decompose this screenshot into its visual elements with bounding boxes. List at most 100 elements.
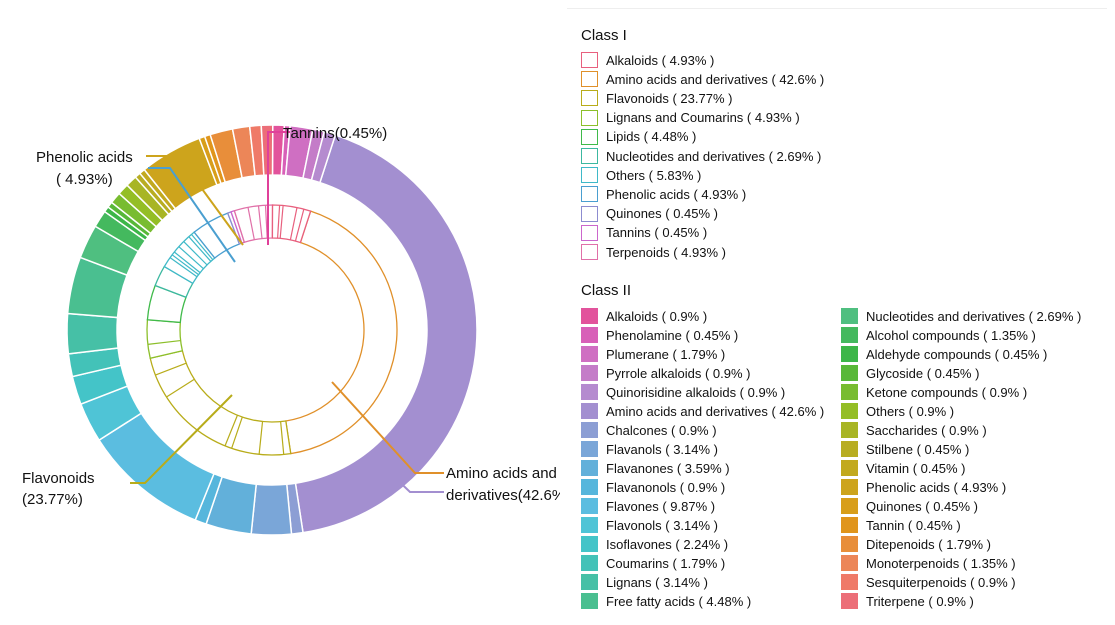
inner-ring-subdivision <box>171 254 199 276</box>
inner-ring-subdivision <box>191 234 214 261</box>
legend-label: Amino acids and derivatives ( 42.6% ) <box>606 403 825 419</box>
class-i-legend-title: Class I <box>581 27 627 44</box>
class-ii-legend-item: Alcohol compounds ( 1.35% ) <box>841 326 1036 344</box>
inner-ring-subdivision <box>173 251 201 274</box>
inner-ring-subdivision <box>264 205 268 239</box>
legend-label: Nucleotides and derivatives ( 2.69% ) <box>866 308 1082 324</box>
inner-ring-subdivision <box>279 205 284 239</box>
phenolic-acids-callout-line-1: Phenolic acids <box>36 149 133 166</box>
class-ii-legend-item: Flavanones ( 3.59% ) <box>581 459 730 477</box>
legend-label: Free fatty acids ( 4.48% ) <box>606 593 752 609</box>
legend-swatch <box>581 574 598 590</box>
legend-swatch <box>581 186 598 203</box>
legend-swatch <box>581 244 598 260</box>
inner-ring-subdivision <box>183 241 208 266</box>
class-i-legend-item: Others ( 5.83% ) <box>581 166 701 184</box>
legend-label: Saccharides ( 0.9% ) <box>866 422 987 438</box>
class-ii-legend-item: Lignans ( 3.14% ) <box>581 573 708 591</box>
legend-swatch <box>581 422 598 438</box>
class-i-legend-item: Terpenoids ( 4.93% ) <box>581 243 726 261</box>
class-i-legend-item: Flavonoids ( 23.77% ) <box>581 89 732 107</box>
class-ii-legend-item: Ketone compounds ( 0.9% ) <box>841 383 1027 401</box>
class-ii-legend-item: Free fatty acids ( 4.48% ) <box>581 592 751 610</box>
tannins-callout-line-1: Tannins(0.45%) <box>283 125 387 142</box>
inner-ring-slice-lignans-and-coumarins <box>146 319 184 359</box>
class-ii-legend-item: Monoterpenoids ( 1.35% ) <box>841 554 1016 572</box>
legend-label: Pyrrole alkaloids ( 0.9% ) <box>606 365 751 381</box>
legend-label: Phenolic acids ( 4.93% ) <box>866 479 1007 495</box>
legend-swatch <box>581 555 598 571</box>
legend-swatch <box>581 167 598 184</box>
legend-label: Aldehyde compounds ( 0.45% ) <box>866 346 1048 362</box>
class-ii-legend-item: Ditepenoids ( 1.79% ) <box>841 535 991 553</box>
legend-label: Plumerane ( 1.79% ) <box>606 346 726 362</box>
legend-swatch <box>841 308 858 324</box>
legend-label: Flavanones ( 3.59% ) <box>606 460 730 476</box>
inner-ring-subdivision <box>231 416 243 449</box>
legend-swatch <box>841 460 858 476</box>
legend-swatch <box>841 422 858 438</box>
legend-swatch <box>841 403 858 419</box>
class-ii-legend-item: Glycoside ( 0.45% ) <box>841 364 979 382</box>
legend-label: Tannins ( 0.45% ) <box>606 225 708 241</box>
class-ii-legend-item: Others ( 0.9% ) <box>841 402 954 420</box>
class-ii-legend-item: Aldehyde compounds ( 0.45% ) <box>841 345 1047 363</box>
legend-label: Sesquiterpenoids ( 0.9% ) <box>866 574 1016 590</box>
legend-swatch <box>841 327 858 343</box>
legend-swatch <box>581 498 598 514</box>
class-ii-legend-item: Vitamin ( 0.45% ) <box>841 459 965 477</box>
class-ii-legend-item: Pyrrole alkaloids ( 0.9% ) <box>581 364 751 382</box>
class-ii-legend-item: Plumerane ( 1.79% ) <box>581 345 725 363</box>
inner-ring-subdivision <box>258 421 264 455</box>
class-ii-legend-item: Triterpene ( 0.9% ) <box>841 592 974 610</box>
inner-ring-subdivision <box>247 207 255 240</box>
legend-label: Triterpene ( 0.9% ) <box>866 593 974 609</box>
legend-swatch <box>581 365 598 381</box>
legend-swatch <box>581 224 598 241</box>
inner-ring-subdivision <box>178 246 204 270</box>
legend-swatch <box>581 441 598 457</box>
legend-swatch <box>581 460 598 476</box>
callouts: Tannins(0.45%) Phenolic acids ( 4.93%) F… <box>22 125 560 508</box>
legend-swatch <box>841 574 858 590</box>
legend-swatch <box>581 536 598 552</box>
sunburst-chart: Tannins(0.45%) Phenolic acids ( 4.93%) F… <box>22 124 560 536</box>
legend-swatch <box>841 517 858 533</box>
outer-ring <box>66 124 478 536</box>
amino-acids-leader-line-2 <box>384 467 444 493</box>
class-ii-legend-item: Phenolic acids ( 4.93% ) <box>841 478 1006 496</box>
legend-swatch <box>841 384 858 400</box>
class-i-legend-item: Lipids ( 4.48% ) <box>581 128 696 146</box>
class-i-legend-item: Phenolic acids ( 4.93% ) <box>581 185 746 203</box>
legend-label: Amino acids and derivatives ( 42.6% ) <box>606 71 825 87</box>
legend-label: Terpenoids ( 4.93% ) <box>606 244 726 260</box>
class-ii-legend-item: Quinones ( 0.45% ) <box>841 497 978 515</box>
flavonoids-callout-line-1: Flavonoids <box>22 470 95 487</box>
legend-label: Lipids ( 4.48% ) <box>606 129 697 145</box>
class-ii-legend-item: Flavones ( 9.87% ) <box>581 497 715 515</box>
class-i-legend-item: Lignans and Coumarins ( 4.93% ) <box>581 109 800 127</box>
class-ii-legend-item: Flavanonols ( 0.9% ) <box>581 478 725 496</box>
legend-swatch <box>581 593 598 609</box>
amino-acids-callout-line-1: Amino acids and <box>446 465 557 482</box>
inner-ring-subdivision <box>169 257 198 278</box>
class-ii-legend-item: Quinorisidine alkaloids ( 0.9% ) <box>581 383 785 401</box>
legend-swatch <box>841 593 858 609</box>
legend-swatch <box>581 346 598 362</box>
legend-label: Alkaloids ( 0.9% ) <box>606 308 708 324</box>
inner-ring-subdivision <box>294 208 305 242</box>
legend-label: Nucleotides and derivatives ( 2.69% ) <box>606 148 822 164</box>
legend-label: Coumarins ( 1.79% ) <box>606 555 726 571</box>
inner-ring-subdivision <box>188 236 212 262</box>
flavonoids-callout-line-2: (23.77%) <box>22 491 83 508</box>
legend-label: Lignans and Coumarins ( 4.93% ) <box>606 110 800 126</box>
class-ii-legend-item: Flavonols ( 3.14% ) <box>581 516 718 534</box>
class-ii-legend-item: Tannin ( 0.45% ) <box>841 516 961 534</box>
phenolic-acids-leader-line-2 <box>146 155 244 246</box>
legend-swatch <box>581 71 598 88</box>
outer-ring-slice-lignans <box>66 312 119 355</box>
inner-ring <box>146 204 398 456</box>
phenolic-acids-leader-line <box>148 167 236 263</box>
phenolic-acids-callout-line-2: ( 4.93%) <box>56 171 113 188</box>
legend-swatch <box>581 205 598 222</box>
